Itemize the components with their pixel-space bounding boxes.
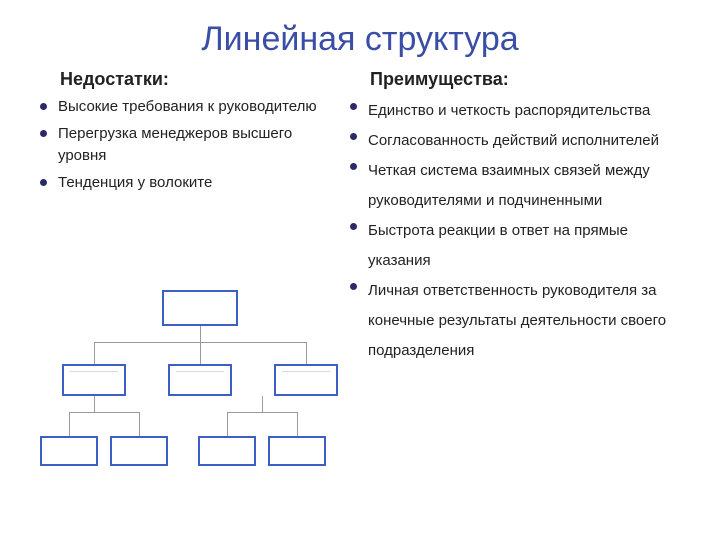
chart-node-bar [171, 298, 229, 307]
chart-connector [69, 412, 70, 436]
list-item-text: Единство и четкость распорядительства [352, 96, 690, 126]
chart-connector [200, 342, 201, 364]
advantages-list: Единство и четкость распорядительства Со… [370, 96, 690, 366]
advantages-heading: Преимущества: [370, 69, 690, 90]
list-item: Тенденция у волоките [42, 172, 340, 195]
chart-node-bar [47, 443, 90, 450]
chart-connector [306, 342, 307, 364]
chart-connector [227, 412, 228, 436]
list-item-text: Высокие требования к руководителю [42, 96, 340, 119]
list-item: Быстрота реакции в ответ на прямые указа… [352, 216, 690, 276]
chart-connector [139, 412, 140, 436]
chart-node-bar [70, 371, 118, 379]
chart-node [162, 290, 238, 326]
list-item: Согласованность действий исполнителей [352, 126, 690, 156]
chart-node-bar [275, 443, 318, 450]
chart-node-bar [205, 443, 248, 450]
chart-connector [94, 342, 95, 364]
chart-connector [94, 396, 95, 412]
list-item-text: Быстрота реакции в ответ на прямые указа… [352, 216, 690, 276]
chart-connector [69, 412, 140, 413]
chart-connector [262, 396, 263, 412]
advantages-column: Преимущества: Единство и четкость распор… [370, 69, 690, 366]
chart-node [110, 436, 168, 466]
chart-node [62, 364, 126, 396]
chart-node [268, 436, 326, 466]
list-item: Единство и четкость распорядительства [352, 96, 690, 126]
chart-node [40, 436, 98, 466]
disadvantages-list: Высокие требования к руководителю Перегр… [60, 96, 340, 194]
list-item: Перегрузка менеджеров высшего уровня [42, 123, 340, 168]
list-item: Четкая система взаимных связей между рук… [352, 156, 690, 216]
disadvantages-heading: Недостатки: [60, 69, 340, 90]
list-item-text: Тенденция у волоките [42, 172, 340, 195]
chart-node-bar [117, 443, 160, 450]
chart-node [168, 364, 232, 396]
list-item-text: Согласованность действий исполнителей [352, 126, 690, 156]
chart-node [274, 364, 338, 396]
list-item: Высокие требования к руководителю [42, 96, 340, 119]
org-chart [40, 290, 360, 510]
chart-connector [297, 412, 298, 436]
list-item: Личная ответственность руководителя за к… [352, 276, 690, 366]
chart-node [198, 436, 256, 466]
list-item-text: Четкая система взаимных связей между рук… [352, 156, 690, 216]
list-item-text: Личная ответственность руководителя за к… [352, 276, 690, 366]
chart-connector [227, 412, 298, 413]
chart-node-bar [282, 371, 330, 379]
chart-connector [200, 326, 201, 342]
chart-node-bar [176, 371, 224, 379]
page-title: Линейная структура [0, 0, 720, 69]
list-item-text: Перегрузка менеджеров высшего уровня [42, 123, 340, 168]
